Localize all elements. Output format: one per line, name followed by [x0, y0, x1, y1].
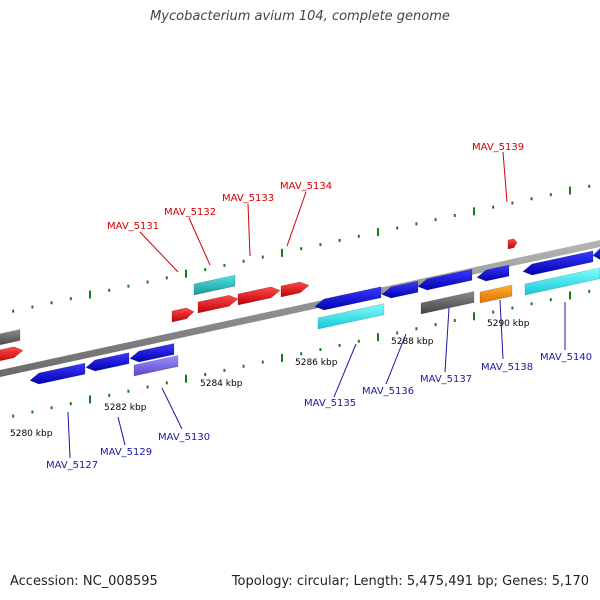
scale-label: 5288 kbp [391, 337, 434, 347]
genome-backbone [0, 240, 600, 377]
leader-line [247, 203, 251, 257]
gene-feature-reverse[interactable] [317, 303, 385, 330]
leader-line [67, 411, 71, 459]
gene-label-mav-5139[interactable]: MAV_5139 [472, 142, 524, 153]
genes-label: Genes: [502, 574, 548, 589]
gene-feature-reverse[interactable] [417, 268, 473, 291]
gene-feature-forward[interactable] [171, 307, 195, 323]
outer-tick-row [12, 184, 591, 313]
gene-label-mav-5133[interactable]: MAV_5133 [222, 193, 274, 204]
leader-line [444, 307, 450, 373]
gene-label-mav-5130[interactable]: MAV_5130 [158, 432, 210, 443]
gene-label-mav-5129[interactable]: MAV_5129 [100, 447, 152, 458]
leader-line [502, 151, 508, 203]
scale-label: 5286 kbp [295, 358, 338, 368]
gene-feature-reverse[interactable] [420, 291, 475, 315]
leader-line [161, 387, 183, 430]
gene-label-mav-5138[interactable]: MAV_5138 [481, 362, 533, 373]
gene-feature-reverse[interactable] [524, 267, 600, 296]
leader-line [499, 299, 504, 360]
gene-feature-reverse[interactable] [476, 264, 510, 282]
length-label: Length: [353, 574, 403, 589]
topology-value: circular [296, 574, 345, 589]
scale-label: 5280 kbp [10, 429, 53, 439]
gene-feature-forward[interactable] [193, 274, 236, 296]
gene-feature-reverse[interactable] [133, 355, 179, 377]
gene-feature-reverse[interactable] [129, 343, 175, 363]
length-value: 5,475,491 bp [406, 574, 494, 589]
gene-feature-reverse[interactable] [314, 286, 382, 311]
gene-feature-reverse[interactable] [381, 280, 419, 299]
accession-value: NC_008595 [82, 574, 158, 589]
genome-stats: Topology: circular; Length: 5,475,491 bp… [231, 574, 589, 589]
inner-tick-row [12, 289, 591, 418]
gene-label-mav-5137[interactable]: MAV_5137 [420, 374, 472, 385]
leader-line [139, 231, 179, 273]
gene-label-mav-5131[interactable]: MAV_5131 [107, 221, 159, 232]
gene-label-mav-5132[interactable]: MAV_5132 [164, 207, 216, 218]
gene-feature-reverse[interactable] [85, 352, 130, 372]
gene-feature-forward[interactable] [0, 346, 24, 363]
gene-feature-forward[interactable] [237, 286, 281, 306]
gene-label-mav-5140[interactable]: MAV_5140 [540, 352, 592, 363]
label-leader-lines [67, 151, 566, 459]
topology-label: Topology: [231, 574, 293, 589]
gene-label-mav-5136[interactable]: MAV_5136 [362, 386, 414, 397]
leader-line [286, 191, 307, 247]
gene-feature-reverse[interactable] [0, 329, 21, 348]
leader-line [385, 333, 407, 385]
gene-label-mav-5127[interactable]: MAV_5127 [46, 460, 98, 471]
accession-info: Accession: NC_008595 [10, 574, 158, 589]
map-title: Mycobacterium avium 104, complete genome [150, 9, 450, 24]
scale-label: 5284 kbp [200, 379, 243, 389]
gene-label-mav-5134[interactable]: MAV_5134 [280, 181, 332, 192]
gene-feature-reverse[interactable] [592, 246, 600, 260]
gene-feature-forward[interactable] [280, 281, 310, 298]
gene-feature-reverse[interactable] [479, 284, 513, 304]
gene-feature-forward[interactable] [507, 238, 518, 250]
scale-label: 5290 kbp [487, 319, 530, 329]
genes-value: 5,170 [551, 574, 589, 589]
gene-features [0, 238, 600, 385]
gene-feature-forward[interactable] [197, 294, 239, 314]
gene-feature-reverse[interactable] [29, 362, 86, 385]
scale-label: 5282 kbp [104, 403, 147, 413]
accession-label: Accession: [10, 574, 79, 589]
leader-line [188, 217, 211, 266]
leader-line [333, 343, 357, 398]
gene-label-mav-5135[interactable]: MAV_5135 [304, 398, 356, 409]
gene-feature-reverse[interactable] [522, 250, 594, 276]
leader-line [117, 416, 126, 446]
